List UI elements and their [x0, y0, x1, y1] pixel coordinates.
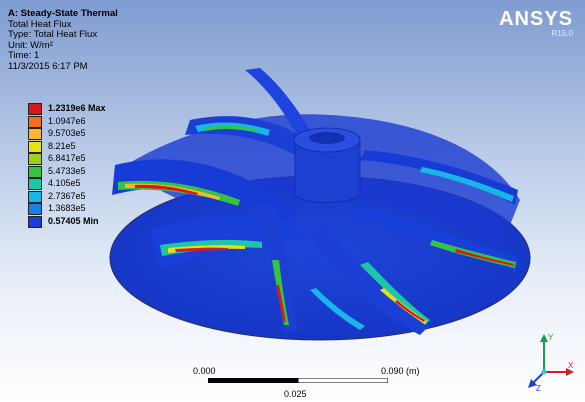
analysis-title: A: Steady-State Thermal [8, 8, 118, 19]
legend-label: 9.5703e5 [48, 128, 86, 138]
legend-swatch [28, 115, 42, 128]
result-name: Total Heat Flux [8, 18, 72, 30]
result-timestamp: 11/3/2015 6:17 PM [8, 60, 88, 72]
result-unit: Unit: W/m² [8, 39, 53, 51]
legend-label: 1.2319e6 Max [48, 103, 106, 113]
result-time: Time: 1 [8, 50, 40, 61]
triad-x-label: X [568, 361, 574, 370]
legend-swatch [28, 140, 42, 153]
legend-swatch [28, 128, 42, 140]
ansys-logo: ANSYS [499, 8, 573, 30]
legend-entry: 6.8417e5 [28, 153, 138, 165]
legend-entry: 1.3683e5 [28, 203, 138, 215]
legend-label: 1.0947e6 [48, 115, 86, 126]
legend-swatch [28, 215, 42, 228]
legend-swatch [28, 153, 42, 165]
result-type: Type: Total Heat Flux [8, 29, 98, 40]
legend-label: 6.8417e5 [48, 153, 86, 163]
legend-label: 1.3683e5 [48, 203, 86, 213]
legend-entry: 1.2319e6 Max [28, 103, 138, 115]
legend-label: 5.4733e5 [48, 165, 86, 176]
ansys-version: R15.0 [551, 29, 573, 38]
legend-entry: 0.57405 Min [28, 215, 138, 228]
legend-swatch [28, 203, 42, 215]
axis-triad[interactable]: Y X Z [520, 328, 576, 392]
legend-entry: 2.7367e5 [28, 190, 138, 203]
legend-entry: 9.5703e5 [28, 128, 138, 140]
legend-entry: 8.21e5 [28, 140, 138, 153]
legend-swatch [28, 103, 42, 115]
legend-label: 8.21e5 [48, 140, 76, 151]
triad-y-label: Y [548, 333, 554, 342]
ansys-brand: ANSYS R15.0 [499, 8, 573, 38]
result-info-panel: A: Steady-State Thermal Total Heat Flux … [8, 8, 118, 72]
legend-entry: 4.105e5 [28, 178, 138, 190]
legend-label: 4.105e5 [48, 178, 81, 188]
legend-label: 0.57405 Min [48, 215, 99, 226]
legend-swatch [28, 178, 42, 190]
legend-swatch [28, 190, 42, 203]
triad-z-label: Z [536, 384, 541, 392]
legend-swatch [28, 165, 42, 178]
legend-entry: 1.0947e6 [28, 115, 138, 128]
legend-entry: 5.4733e5 [28, 165, 138, 178]
legend-label: 2.7367e5 [48, 190, 86, 201]
